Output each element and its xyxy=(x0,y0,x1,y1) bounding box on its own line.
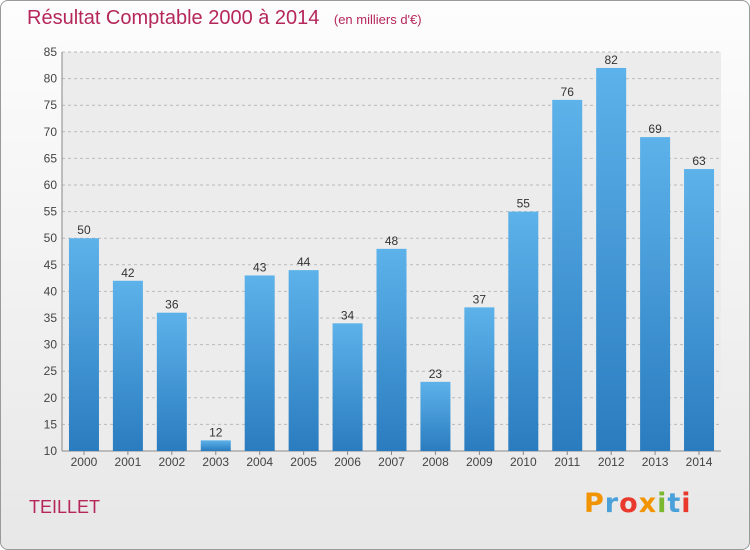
data-label-2006: 34 xyxy=(341,308,355,322)
y-tick-label: 15 xyxy=(44,417,58,431)
y-tick-label: 45 xyxy=(44,258,58,272)
y-tick-label: 85 xyxy=(44,45,58,59)
x-tick-label-2012: 2012 xyxy=(598,455,625,469)
bar-2004 xyxy=(244,275,275,451)
data-label-2012: 82 xyxy=(604,53,618,67)
x-tick-label-2005: 2005 xyxy=(290,455,317,469)
bar-2008 xyxy=(420,381,451,451)
data-label-2002: 36 xyxy=(165,298,179,312)
x-tick-label-2001: 2001 xyxy=(115,455,142,469)
bar-2014 xyxy=(684,169,715,452)
bar-2012 xyxy=(596,67,627,452)
logo-letter-x: x xyxy=(638,488,658,519)
y-tick-label: 80 xyxy=(44,72,58,86)
chart-heading: Résultat Comptable 2000 à 2014 (en milli… xyxy=(27,7,422,30)
bar-2000 xyxy=(68,238,99,451)
data-label-2009: 37 xyxy=(473,292,487,306)
chart-subtitle: (en milliers d'€) xyxy=(333,12,422,27)
x-tick-label-2004: 2004 xyxy=(246,455,273,469)
x-tick-label-2008: 2008 xyxy=(422,455,449,469)
commune-name: TEILLET xyxy=(29,497,101,517)
x-tick-label-2009: 2009 xyxy=(466,455,493,469)
logo-letter-p: P xyxy=(584,488,605,519)
logo-letter-r: r xyxy=(604,488,620,519)
y-tick-label: 10 xyxy=(44,444,58,458)
x-tick-label-2003: 2003 xyxy=(202,455,229,469)
proxiti-logo: Proxiti xyxy=(584,488,692,519)
logo-letter-t: t xyxy=(667,488,682,519)
y-tick-label: 40 xyxy=(44,284,58,298)
x-tick-label-2014: 2014 xyxy=(686,455,713,469)
bar-2009 xyxy=(464,307,495,451)
x-tick-label-2002: 2002 xyxy=(158,455,185,469)
y-tick-label: 55 xyxy=(44,205,58,219)
data-label-2011: 76 xyxy=(561,85,575,99)
y-tick-label: 20 xyxy=(44,391,58,405)
bar-2013 xyxy=(640,137,671,451)
x-tick-label-2007: 2007 xyxy=(378,455,405,469)
bar-2002 xyxy=(156,312,187,451)
logo-letter-o: o xyxy=(619,488,639,519)
data-label-2003: 12 xyxy=(209,425,223,439)
x-tick-label-2011: 2011 xyxy=(554,455,580,469)
data-label-2008: 23 xyxy=(429,367,443,381)
logo-letter-i: i xyxy=(657,488,668,519)
y-tick-label: 60 xyxy=(44,178,58,192)
bar-2001 xyxy=(112,280,143,451)
data-label-2004: 43 xyxy=(253,260,267,274)
y-tick-label: 25 xyxy=(44,364,58,378)
logo-letter-i2: i xyxy=(681,488,692,519)
x-tick-label-2013: 2013 xyxy=(642,455,669,469)
data-label-2000: 50 xyxy=(77,223,91,237)
x-tick-label-2000: 2000 xyxy=(71,455,98,469)
y-tick-label: 35 xyxy=(44,311,58,325)
data-label-2014: 63 xyxy=(692,154,706,168)
bar-2006 xyxy=(332,323,363,451)
x-tick-label-2006: 2006 xyxy=(334,455,361,469)
bar-2003 xyxy=(200,440,231,451)
data-label-2013: 69 xyxy=(648,122,662,136)
data-label-2005: 44 xyxy=(297,255,311,269)
y-tick-label: 50 xyxy=(44,231,58,245)
chart-title: Résultat Comptable 2000 à 2014 xyxy=(27,7,320,29)
bar-2011 xyxy=(552,99,583,451)
data-label-2007: 48 xyxy=(385,234,399,248)
y-tick-label: 70 xyxy=(44,125,58,139)
y-tick-label: 30 xyxy=(44,338,58,352)
y-tick-label: 65 xyxy=(44,151,58,165)
bar-2010 xyxy=(508,211,539,451)
x-tick-label-2010: 2010 xyxy=(510,455,537,469)
bar-2005 xyxy=(288,270,319,451)
bar-2007 xyxy=(376,248,407,451)
data-label-2001: 42 xyxy=(121,266,135,280)
y-tick-label: 75 xyxy=(44,98,58,112)
data-label-2010: 55 xyxy=(517,197,531,211)
